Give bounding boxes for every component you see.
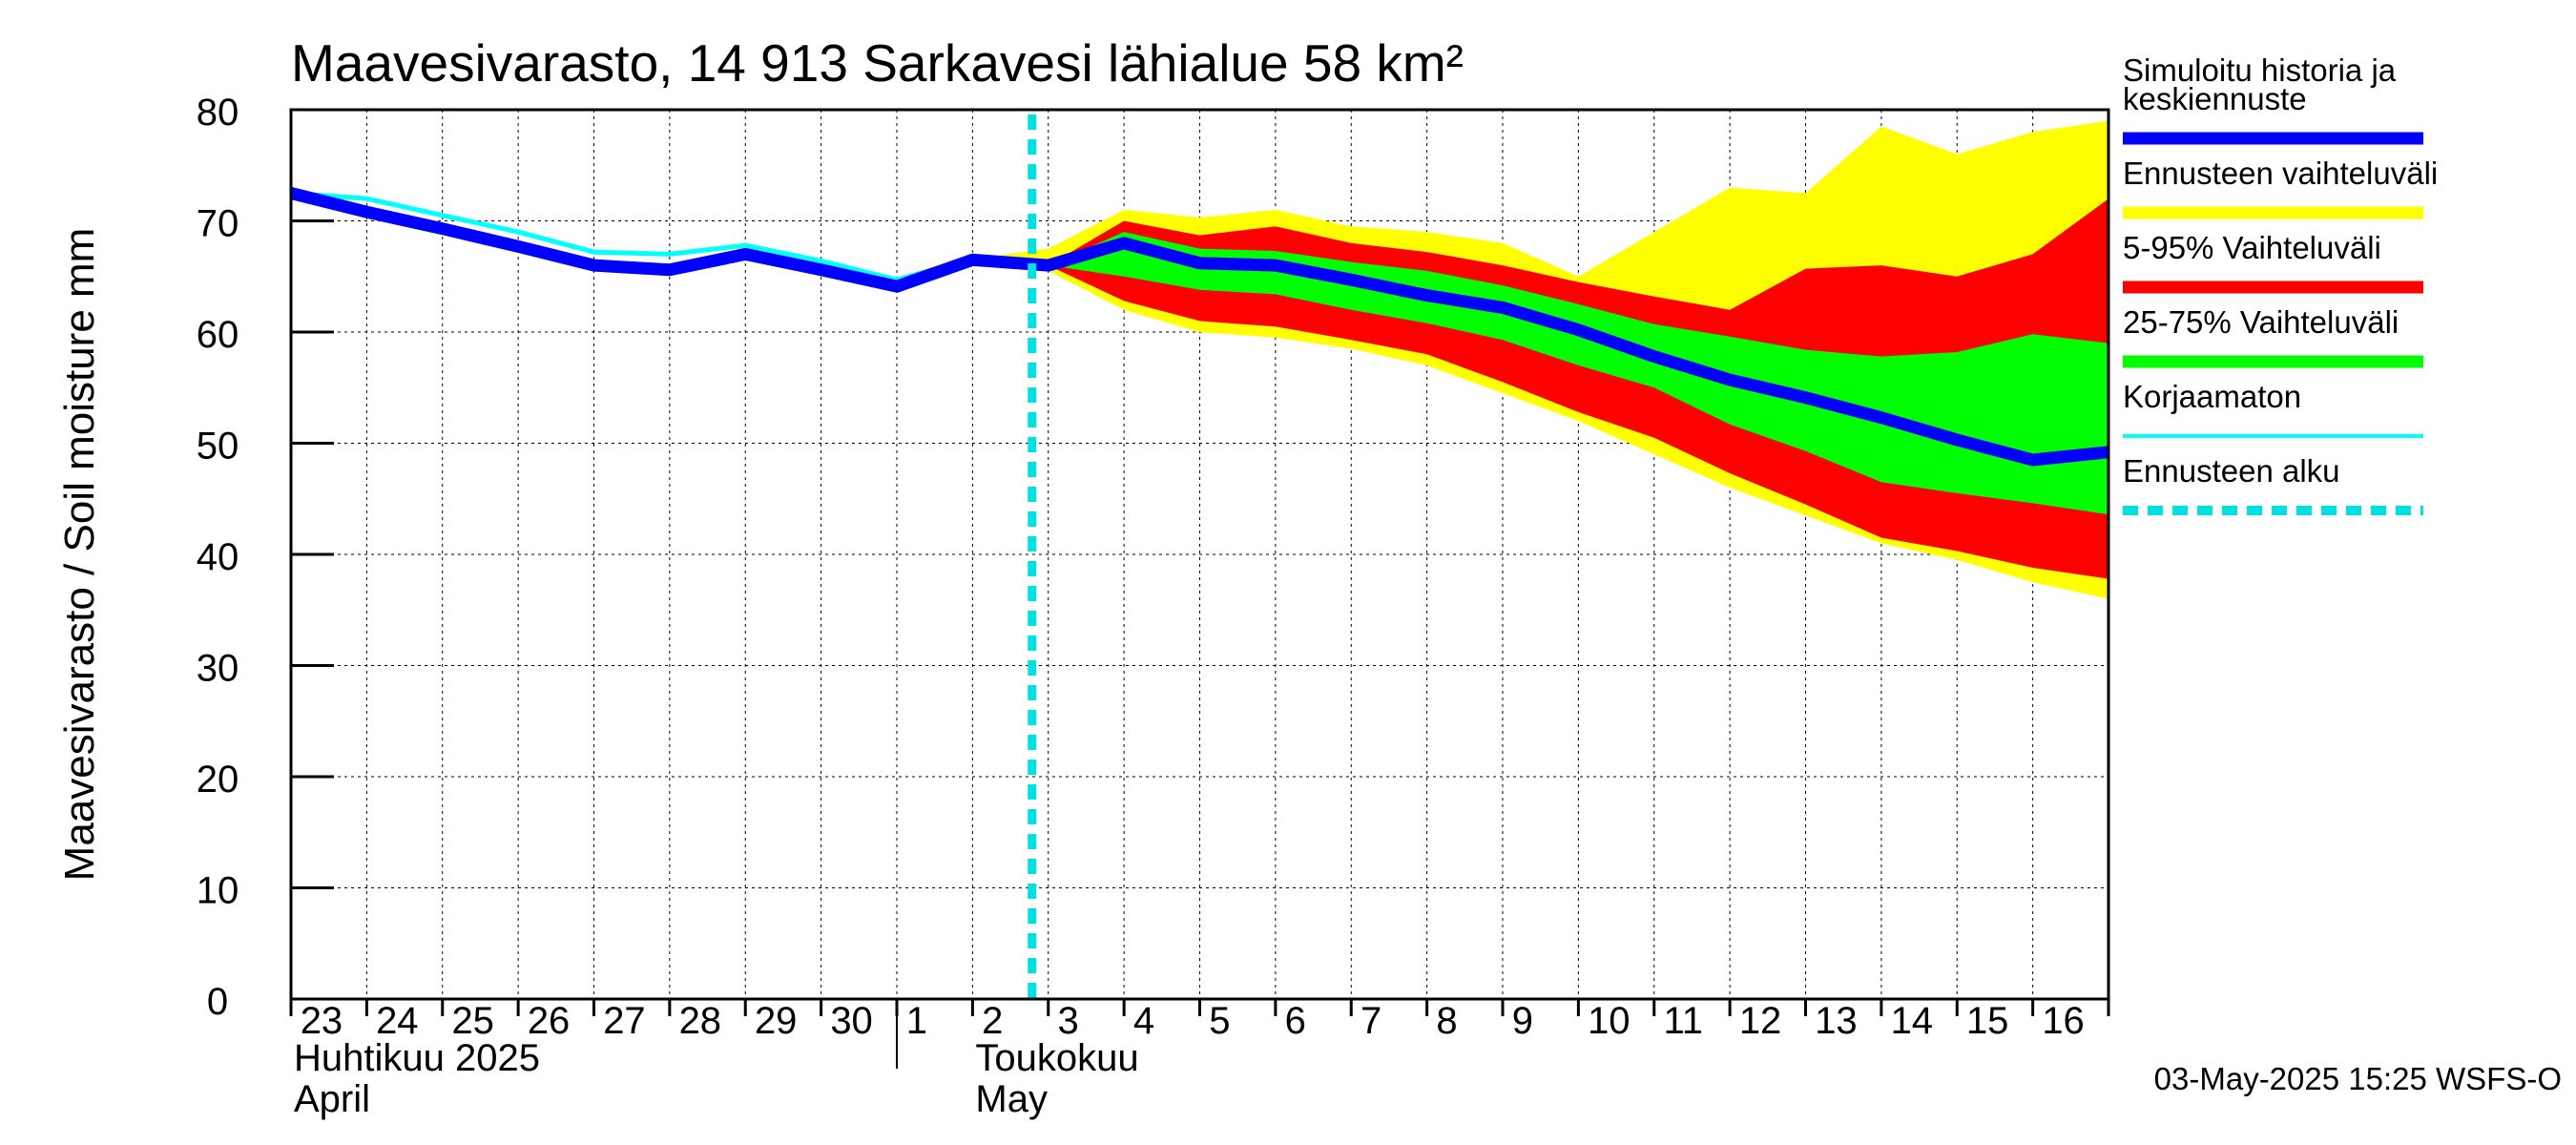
x-tick-label: 13 — [1815, 1000, 1858, 1042]
y-tick-label: 20 — [197, 759, 239, 801]
y-tick-label: 70 — [197, 203, 239, 245]
legend: Simuloitu historia ja keskiennuste Ennuste… — [2123, 52, 2438, 515]
x-tick-label: 10 — [1588, 1000, 1631, 1042]
x-tick-label: 29 — [755, 1000, 798, 1042]
legend-label: Ennusteen vaihteluväli — [2123, 156, 2438, 191]
x-tick-label: 30 — [830, 1000, 873, 1042]
x-tick-label: 24 — [376, 1000, 419, 1042]
y-axis-label: Maavesivarasto / Soil moisture mm — [56, 228, 103, 882]
series-line-median — [289, 187, 2109, 467]
x-tick-label: 9 — [1512, 1000, 1533, 1042]
month-label: Huhtikuu 2025 — [294, 1037, 540, 1079]
x-tick-label: 5 — [1209, 1000, 1230, 1042]
legend-label: Ennusteen alku — [2123, 453, 2340, 489]
month-label-english: May — [975, 1078, 1048, 1120]
forecast-bands — [972, 120, 2109, 599]
x-tick-label: 27 — [603, 1000, 646, 1042]
month-label-english: April — [294, 1078, 370, 1120]
x-tick-label: 4 — [1133, 1000, 1154, 1042]
legend-label: Simuloitu historia ja keskiennuste — [2123, 52, 2397, 116]
legend-label: 5-95% Vaihteluväli — [2123, 230, 2381, 265]
footer-timestamp: 03-May-2025 15:25 WSFS-O — [2154, 1061, 2562, 1096]
x-tick-label: 8 — [1436, 1000, 1457, 1042]
y-axis: 0 10 20 30 40 50 60 70 80 — [197, 92, 334, 1023]
y-tick-label: 60 — [197, 314, 239, 356]
x-tick-label: 7 — [1361, 1000, 1381, 1042]
x-tick-label: 6 — [1285, 1000, 1306, 1042]
x-tick-label: 12 — [1739, 1000, 1782, 1042]
legend-label: 25-75% Vaihteluväli — [2123, 304, 2399, 340]
x-axis: 23 24 25 26 27 28 29 30 1 2 3 4 5 6 7 8 9 10 11 12 13 14 15 16H… — [289, 999, 2110, 1120]
x-tick-label: 14 — [1891, 1000, 1934, 1042]
x-tick-label: 16 — [2042, 1000, 2085, 1042]
y-tick-label: 40 — [197, 536, 239, 578]
y-tick-label: 80 — [197, 92, 239, 134]
chart-title: Maavesivarasto, 14 913 Sarkavesi lähialu… — [291, 33, 1464, 93]
y-tick-label: 10 — [197, 870, 239, 912]
x-tick-label: 15 — [1966, 1000, 2009, 1042]
series-lines — [289, 114, 2109, 999]
x-tick-label: 3 — [1057, 1000, 1078, 1042]
x-tick-label: 25 — [451, 1000, 494, 1042]
x-tick-label: 1 — [906, 1000, 927, 1042]
y-tick-label: 50 — [197, 426, 239, 468]
legend-label: Korjaamaton — [2123, 379, 2301, 414]
x-tick-label: 28 — [679, 1000, 722, 1042]
band-25-75-vaihteluv-li — [1048, 232, 2109, 515]
x-tick-label: 11 — [1663, 1000, 1703, 1042]
month-label: Toukokuu — [975, 1037, 1138, 1079]
y-tick-label: 0 — [207, 981, 228, 1023]
y-tick-label: 30 — [197, 648, 239, 690]
x-tick-label: 26 — [528, 1000, 571, 1042]
x-tick-label: 23 — [301, 1000, 343, 1042]
x-tick-label: 2 — [982, 1000, 1003, 1042]
